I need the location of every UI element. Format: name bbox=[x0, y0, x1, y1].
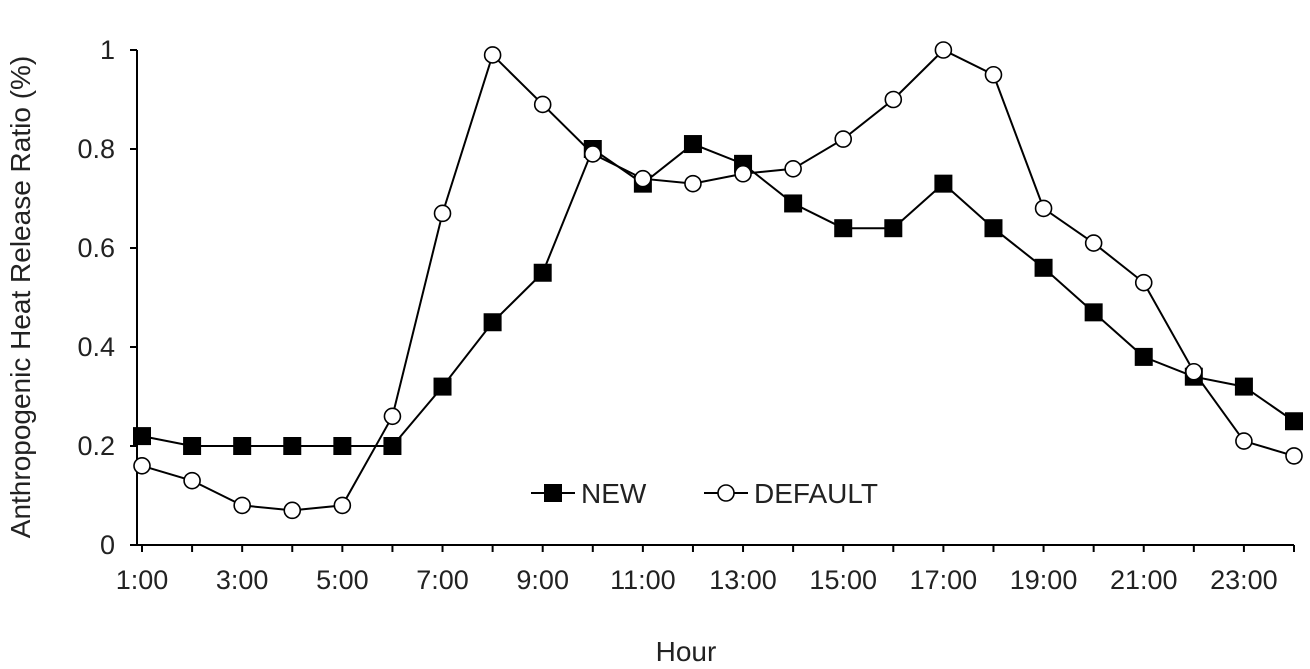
data-point-new bbox=[183, 437, 202, 455]
data-point-default bbox=[834, 130, 853, 148]
data-point-default bbox=[934, 41, 953, 59]
data-point-default bbox=[283, 501, 302, 520]
data-point-default bbox=[233, 496, 251, 515]
axes bbox=[136, 50, 1294, 546]
x-tick-label: 3:00 bbox=[216, 565, 269, 595]
data-point-default bbox=[784, 160, 802, 178]
series-line-new bbox=[141, 142, 1295, 447]
data-point-default bbox=[1034, 199, 1053, 218]
data-point-default bbox=[433, 204, 452, 223]
series-line-default bbox=[141, 48, 1295, 512]
data-point-default bbox=[1134, 273, 1153, 292]
data-point-default bbox=[1084, 234, 1103, 252]
x-tick-label: 11:00 bbox=[610, 565, 676, 595]
y-tick-label: 0.6 bbox=[77, 233, 115, 263]
series-default bbox=[133, 41, 1303, 520]
data-point-default bbox=[1185, 362, 1203, 381]
data-point-default bbox=[583, 145, 602, 163]
legend-item-default: DEFAULT bbox=[704, 478, 878, 509]
data-point-new bbox=[884, 219, 903, 238]
data-point-new bbox=[333, 437, 352, 455]
data-point-new bbox=[533, 263, 552, 282]
x-axis-title: Hour bbox=[656, 636, 717, 667]
data-point-new bbox=[834, 219, 853, 238]
data-point-default bbox=[533, 95, 552, 114]
data-point-default bbox=[133, 456, 151, 475]
data-point-default bbox=[884, 90, 903, 109]
data-point-new bbox=[283, 437, 302, 455]
data-point-new bbox=[984, 219, 1003, 238]
legend-default-label: DEFAULT bbox=[754, 478, 878, 509]
y-tick-label: 1 bbox=[100, 35, 115, 65]
series-layer bbox=[133, 41, 1303, 520]
data-point-default bbox=[383, 407, 402, 426]
x-tick-label: 13:00 bbox=[709, 565, 777, 595]
data-point-new bbox=[784, 194, 803, 213]
x-tick-label: 1:00 bbox=[116, 565, 169, 595]
x-ticks: 1:00 3:00 5:00 7:00 9:00 11:00 13:00 15:00 17:00… bbox=[116, 545, 1295, 595]
data-point-default bbox=[183, 471, 201, 490]
data-point-new bbox=[483, 313, 502, 332]
series-new bbox=[133, 135, 1303, 455]
data-point-default bbox=[483, 46, 502, 64]
data-point-new bbox=[433, 377, 452, 396]
data-point-default bbox=[684, 174, 702, 193]
y-tick-label: 0.4 bbox=[77, 332, 115, 362]
x-tick-label: 7:00 bbox=[416, 565, 469, 595]
x-tick-label: 23:00 bbox=[1210, 565, 1278, 595]
data-point-default bbox=[333, 496, 352, 515]
legend-default-marker bbox=[717, 484, 735, 502]
data-point-new bbox=[1084, 303, 1103, 322]
data-point-default bbox=[1235, 432, 1253, 450]
data-point-new bbox=[1285, 412, 1303, 431]
legend-new-marker bbox=[544, 484, 562, 502]
y-axis-title: Anthropogenic Heat Release Ratio (%) bbox=[5, 56, 36, 538]
data-point-new bbox=[233, 437, 252, 455]
y-ticks: 0 0.2 0.4 0.6 0.8 1 bbox=[77, 35, 137, 560]
data-point-new bbox=[133, 427, 151, 446]
x-tick-label: 19:00 bbox=[1010, 565, 1078, 595]
y-tick-label: 0 bbox=[100, 530, 115, 560]
legend-item-new: NEW bbox=[531, 478, 647, 509]
x-tick-label: 15:00 bbox=[809, 565, 877, 595]
data-point-default bbox=[1285, 447, 1303, 465]
data-point-new bbox=[934, 174, 953, 193]
x-tick-label: 21:00 bbox=[1110, 565, 1178, 595]
data-point-new bbox=[1134, 347, 1153, 366]
legend: NEW DEFAULT bbox=[531, 478, 878, 509]
x-tick-label: 5:00 bbox=[316, 565, 369, 595]
data-point-new bbox=[1234, 377, 1253, 396]
x-tick-label: 17:00 bbox=[910, 565, 978, 595]
x-tick-label: 9:00 bbox=[516, 565, 569, 595]
data-point-new bbox=[383, 437, 402, 455]
data-point-new bbox=[1034, 258, 1053, 277]
data-point-default bbox=[634, 169, 652, 188]
y-tick-label: 0.8 bbox=[77, 134, 115, 164]
data-point-default bbox=[734, 164, 752, 183]
y-tick-label: 0.2 bbox=[77, 431, 115, 461]
legend-new-label: NEW bbox=[581, 478, 647, 509]
data-point-new bbox=[683, 135, 702, 154]
data-point-default bbox=[984, 65, 1003, 84]
